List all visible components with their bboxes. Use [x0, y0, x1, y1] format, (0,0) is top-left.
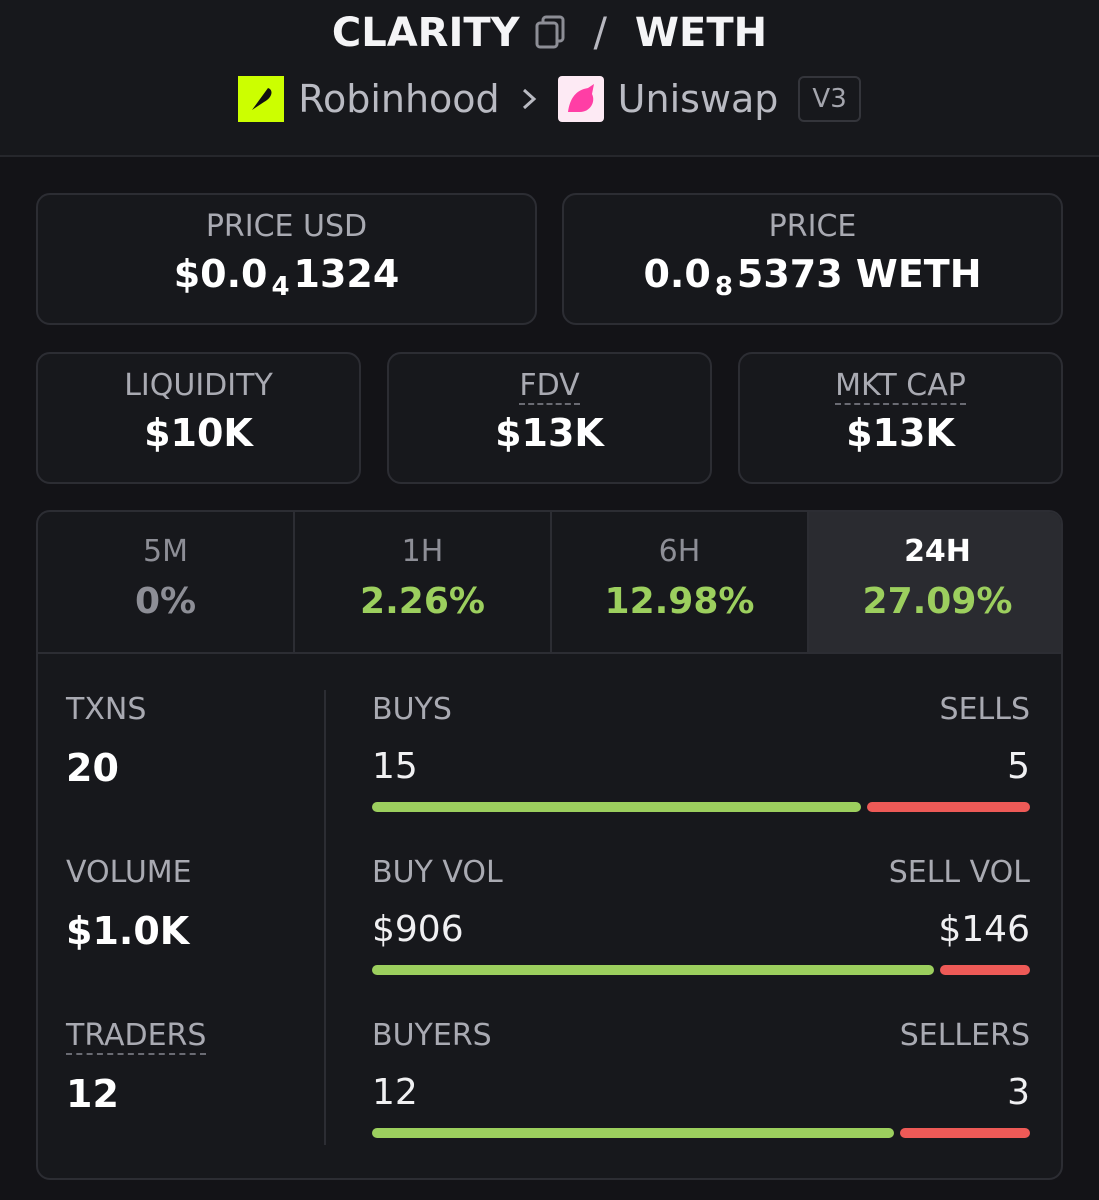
stat-value: 20: [66, 746, 119, 790]
chevron: [522, 88, 536, 110]
sell-bar: [899, 1128, 1030, 1138]
pair-title: CLARITY / WETH: [0, 10, 1099, 56]
stat-label: TXNS: [66, 692, 147, 727]
version-badge: V3: [798, 76, 861, 122]
card-label: FDV: [389, 368, 710, 405]
stat-label-wrap: TRADERS: [66, 1018, 207, 1055]
stat-label-wrap: VOLUME: [66, 855, 192, 890]
stats-panel: 5M 0% 1H 2.26% 6H 12.98% 24H 27.09% TXNS 20 BUYS SE…: [36, 510, 1063, 1180]
label-text: LIQUIDITY: [124, 368, 273, 403]
card-value: 0.0 8 5373 WETH: [564, 252, 1061, 302]
tab-label: 24H: [904, 534, 971, 569]
timeframe-tab[interactable]: 6H 12.98%: [552, 512, 809, 654]
divider: [324, 690, 326, 1145]
route: Robinhood Uniswap V3: [0, 76, 1099, 122]
separator: /: [593, 10, 607, 56]
buy-bar: [372, 1128, 894, 1138]
buy-value: 15: [372, 746, 418, 787]
buy-value: $906: [372, 909, 464, 950]
buy-bar: [372, 965, 934, 975]
buy-label: BUYERS: [372, 1018, 492, 1053]
sell-label: SELLERS: [899, 1018, 1030, 1053]
tab-change: 12.98%: [604, 581, 755, 622]
price-digits: 1324: [293, 252, 400, 296]
price-prefix: $0.0: [173, 252, 268, 296]
zero-count: 8: [714, 272, 733, 302]
zero-count: 4: [271, 272, 290, 302]
card-value: $13K: [495, 411, 604, 455]
timeframe-tab[interactable]: 1H 2.26%: [295, 512, 552, 654]
buy-label: BUYS: [372, 692, 452, 727]
card-value: $10K: [144, 411, 253, 455]
tab-change: 2.26%: [360, 581, 485, 622]
card-value: $0.0 4 1324: [38, 252, 535, 302]
sell-value: 3: [1007, 1072, 1030, 1113]
card-label: PRICE USD: [205, 209, 368, 244]
sell-bar: [867, 802, 1030, 812]
stat-label: VOLUME: [66, 855, 192, 890]
sell-label: SELL VOL: [888, 855, 1030, 890]
card-label: MKT CAP: [740, 368, 1061, 405]
card-label: LIQUIDITY: [38, 368, 359, 403]
buy-label: BUY VOL: [372, 855, 503, 890]
label-text[interactable]: MKT CAP: [835, 368, 966, 405]
buy-value: 12: [372, 1072, 418, 1113]
stat-value: $1.0K: [66, 909, 190, 953]
label-text[interactable]: FDV: [519, 368, 580, 405]
stat-label[interactable]: TRADERS: [66, 1018, 207, 1055]
tab-change: 0%: [134, 581, 197, 622]
sell-value: $146: [938, 909, 1030, 950]
sell-value: 5: [1007, 746, 1030, 787]
dex-icon: [557, 76, 604, 122]
stat-label-wrap: TXNS: [66, 692, 146, 727]
card-label: PRICE: [768, 209, 857, 244]
timeframe-tab[interactable]: 24H 27.09%: [809, 512, 1061, 654]
tab-change: 27.09%: [862, 581, 1013, 622]
chain-name[interactable]: Robinhood: [298, 77, 500, 121]
price-usd-card: PRICE USD $0.0 4 1324: [36, 193, 537, 325]
tab-label: 1H: [401, 534, 444, 569]
base-symbol: CLARITY: [331, 10, 520, 56]
stat-value: 12: [66, 1072, 119, 1116]
price-prefix: 0.0: [643, 252, 711, 296]
chain-icon: [238, 76, 285, 122]
price-card: PRICE 0.0 8 5373 WETH: [562, 193, 1063, 325]
tab-label: 5M: [143, 534, 188, 569]
sell-bar: [939, 965, 1030, 975]
price-digits: 5373 WETH: [736, 252, 982, 296]
sell-label: SELLS: [939, 692, 1030, 727]
metric-card: MKT CAP $13K: [738, 352, 1063, 484]
metric-card: FDV $13K: [387, 352, 712, 484]
buy-bar: [372, 802, 861, 812]
copy-icon[interactable]: [534, 15, 566, 49]
dex-name[interactable]: Uniswap: [617, 77, 779, 121]
timeframe-tab[interactable]: 5M 0%: [38, 512, 295, 654]
metric-card: LIQUIDITY $10K: [36, 352, 361, 484]
quote-symbol: WETH: [634, 10, 768, 56]
tab-label: 6H: [658, 534, 701, 569]
card-value: $13K: [846, 411, 955, 455]
